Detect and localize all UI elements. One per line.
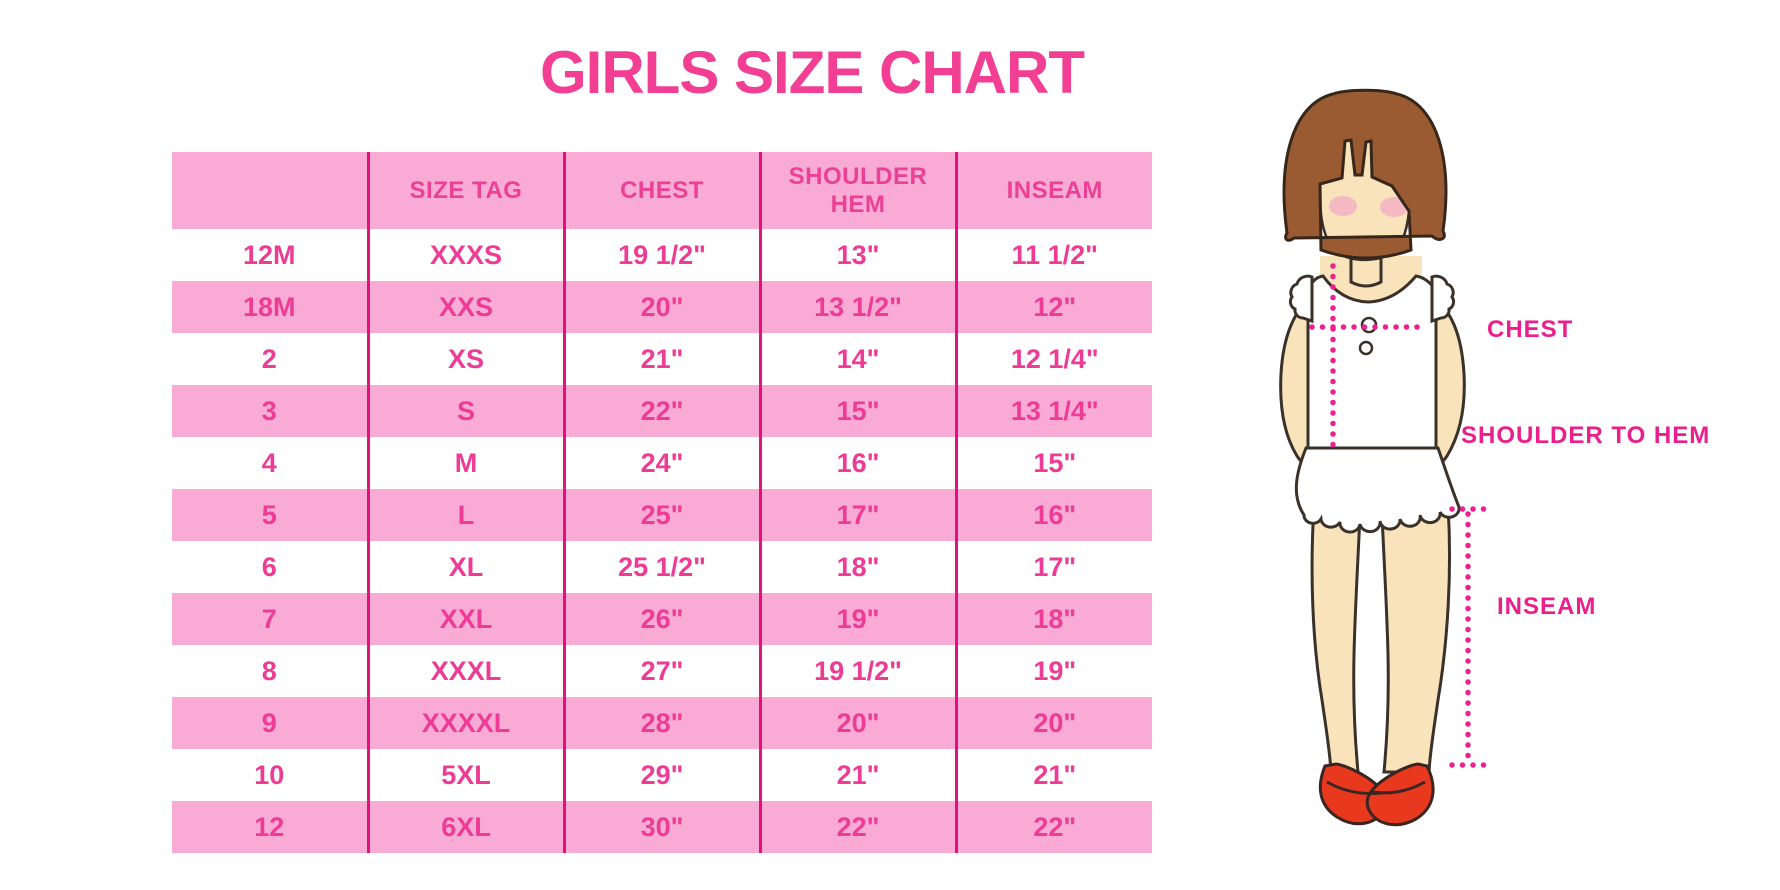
header-row: SIZE TAG CHEST SHOULDER HEM INSEAM	[172, 152, 1152, 229]
right-blush	[1380, 197, 1408, 217]
cell-size-tag: M	[366, 437, 564, 489]
cell-shoulder-hem: 13 1/2"	[758, 281, 956, 333]
cell-chest: 28"	[562, 697, 760, 749]
table-row: 12 6XL 30" 22" 22"	[172, 801, 1152, 853]
cell-size: 9	[172, 697, 368, 749]
cell-chest: 21"	[562, 333, 760, 385]
cell-inseam: 18"	[954, 593, 1152, 645]
page-title: GIRLS SIZE CHART	[539, 39, 1085, 106]
right-sleeve-ruffle	[1430, 274, 1456, 324]
left-leg	[1310, 503, 1362, 774]
cell-shoulder-hem: 20"	[758, 697, 956, 749]
cell-size-tag: XXL	[366, 593, 564, 645]
cell-shoulder-hem: 18"	[758, 541, 956, 593]
cell-size-tag: XL	[366, 541, 564, 593]
table-row: 10 5XL 29" 21" 21"	[172, 749, 1152, 801]
cell-inseam: 15"	[954, 437, 1152, 489]
cell-shoulder-hem: 17"	[758, 489, 956, 541]
cell-size-tag: 6XL	[366, 801, 564, 853]
cell-inseam: 12"	[954, 281, 1152, 333]
header-cell-size	[172, 152, 368, 229]
cell-size: 6	[172, 541, 368, 593]
cell-size: 8	[172, 645, 368, 697]
cell-chest: 19 1/2"	[562, 229, 760, 281]
shoulder-to-hem-label: SHOULDER TO HEM	[1461, 422, 1710, 449]
cell-size-tag: XXXL	[366, 645, 564, 697]
cell-size-tag: XS	[366, 333, 564, 385]
cell-size-tag: XXS	[366, 281, 564, 333]
cell-size-tag: L	[366, 489, 564, 541]
cell-size-tag: S	[366, 385, 564, 437]
cell-shoulder-hem: 22"	[758, 801, 956, 853]
header-cell-chest: CHEST	[562, 152, 760, 229]
cell-chest: 26"	[562, 593, 760, 645]
cell-chest: 29"	[562, 749, 760, 801]
left-sleeve-ruffle	[1288, 274, 1314, 324]
cell-size: 4	[172, 437, 368, 489]
table-row: 5 L 25" 17" 16"	[172, 489, 1152, 541]
header-cell-shoulder-hem: SHOULDER HEM	[758, 152, 956, 229]
inseam-label: INSEAM	[1497, 593, 1596, 620]
cell-size: 18M	[172, 281, 368, 333]
table-row: 18M XXS 20" 13 1/2" 12"	[172, 281, 1152, 333]
skirt	[1294, 446, 1461, 534]
cell-shoulder-hem: 21"	[758, 749, 956, 801]
cell-shoulder-hem: 16"	[758, 437, 956, 489]
cell-size: 12M	[172, 229, 368, 281]
cell-inseam: 16"	[954, 489, 1152, 541]
cell-shoulder-hem: 19 1/2"	[758, 645, 956, 697]
cell-shoulder-hem: 14"	[758, 333, 956, 385]
cell-size: 2	[172, 333, 368, 385]
cell-shoulder-hem: 19"	[758, 593, 956, 645]
cell-shoulder-hem: 13"	[758, 229, 956, 281]
cell-chest: 22"	[562, 385, 760, 437]
cell-inseam: 20"	[954, 697, 1152, 749]
cell-size: 10	[172, 749, 368, 801]
cell-size-tag: 5XL	[366, 749, 564, 801]
cell-size: 12	[172, 801, 368, 853]
right-shoe	[1365, 762, 1435, 827]
cell-chest: 25 1/2"	[562, 541, 760, 593]
cell-inseam: 19"	[954, 645, 1152, 697]
table-row: 6 XL 25 1/2" 18" 17"	[172, 541, 1152, 593]
cell-inseam: 17"	[954, 541, 1152, 593]
hair	[1282, 88, 1448, 260]
girl-measurement-illustration: CHEST SHOULDER TO HEM INSEAM	[1279, 88, 1710, 827]
cell-inseam: 11 1/2"	[954, 229, 1152, 281]
cell-size: 7	[172, 593, 368, 645]
cell-chest: 25"	[562, 489, 760, 541]
cell-chest: 20"	[562, 281, 760, 333]
dress-bodice	[1306, 274, 1438, 450]
table-row: 9 XXXXL 28" 20" 20"	[172, 697, 1152, 749]
size-chart-table: SIZE TAG CHEST SHOULDER HEM INSEAM 12M X…	[172, 152, 1152, 853]
header-cell-inseam: INSEAM	[954, 152, 1152, 229]
cell-size: 3	[172, 385, 368, 437]
cell-chest: 30"	[562, 801, 760, 853]
table-row: 12M XXXS 19 1/2" 13" 11 1/2"	[172, 229, 1152, 281]
cell-size: 5	[172, 489, 368, 541]
cell-chest: 27"	[562, 645, 760, 697]
table-row: 4 M 24" 16" 15"	[172, 437, 1152, 489]
table-row: 2 XS 21" 14" 12 1/4"	[172, 333, 1152, 385]
table-row: 8 XXXL 27" 19 1/2" 19"	[172, 645, 1152, 697]
dress-button-bottom	[1358, 340, 1374, 356]
cell-inseam: 22"	[954, 801, 1152, 853]
cell-inseam: 12 1/4"	[954, 333, 1152, 385]
measurement-lines	[1309, 263, 1490, 768]
table-row: 7 XXL 26" 19" 18"	[172, 593, 1152, 645]
cell-inseam: 21"	[954, 749, 1152, 801]
cell-size-tag: XXXXL	[366, 697, 564, 749]
right-leg	[1380, 503, 1452, 774]
table-row: 3 S 22" 15" 13 1/4"	[172, 385, 1152, 437]
header-cell-size-tag: SIZE TAG	[366, 152, 564, 229]
cell-inseam: 13 1/4"	[954, 385, 1152, 437]
cell-shoulder-hem: 15"	[758, 385, 956, 437]
cell-chest: 24"	[562, 437, 760, 489]
cell-size-tag: XXXS	[366, 229, 564, 281]
right-shoe-strap	[1371, 780, 1426, 795]
left-blush	[1329, 196, 1357, 216]
chest-label: CHEST	[1487, 316, 1573, 343]
